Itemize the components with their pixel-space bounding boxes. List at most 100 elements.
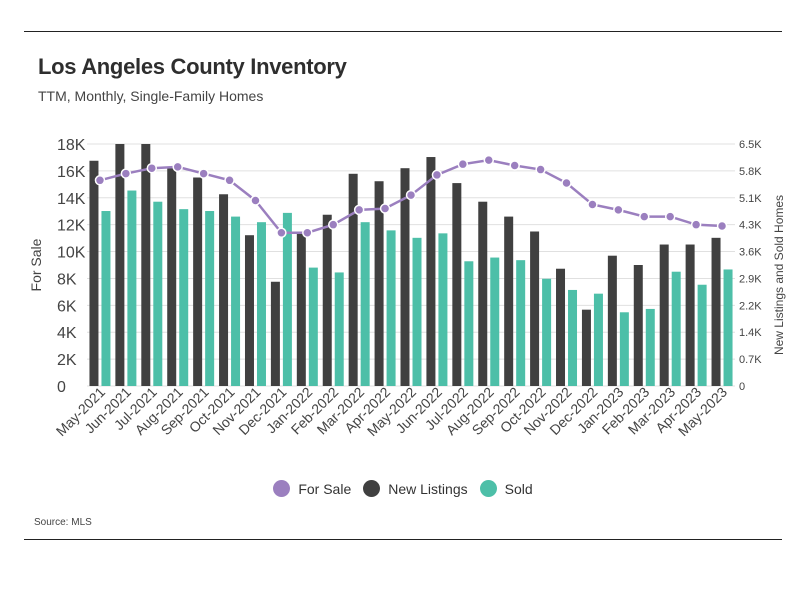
for-sale-point	[690, 219, 702, 230]
y2-tick-label: 6.5K	[739, 139, 762, 151]
sold-bar	[464, 261, 474, 386]
y2-tick-label: 2.2K	[739, 300, 762, 312]
source-note: Source: MLS	[34, 517, 92, 528]
sold-bar	[542, 278, 552, 386]
new-listings-bar	[219, 194, 229, 386]
for-sale-point	[276, 227, 287, 238]
for-sale-swatch-icon	[273, 480, 291, 497]
new-listings-bar	[270, 281, 280, 386]
sold-bar	[205, 211, 215, 386]
sold-bar	[490, 257, 500, 386]
sold-bar	[671, 271, 681, 386]
legend: For Sale New Listings Sold	[0, 480, 806, 497]
y2-tick-label: 3.6K	[739, 247, 762, 259]
y2-tick-label: 4.3K	[739, 220, 762, 232]
new-listings-bar	[452, 183, 462, 386]
bottom-rule	[24, 539, 782, 540]
sold-bar	[256, 222, 266, 386]
new-listings-bar	[685, 244, 695, 386]
for-sale-point	[639, 211, 650, 222]
legend-item-new-listings[interactable]: New Listings	[363, 480, 468, 497]
new-listings-bar	[711, 237, 721, 386]
sold-bar	[619, 312, 629, 386]
sold-bar	[697, 284, 707, 386]
for-sale-point	[198, 168, 209, 179]
y-tick-label: 16K	[57, 164, 86, 181]
new-listings-bar	[633, 265, 643, 386]
for-sale-point	[431, 169, 443, 181]
legend-label-for-sale: For Sale	[298, 480, 352, 497]
chart-subtitle: TTM, Monthly, Single-Family Homes	[38, 88, 264, 104]
sold-bar	[308, 267, 318, 386]
new-listings-bar	[141, 144, 151, 386]
new-listings-bar	[115, 144, 125, 386]
sold-bar	[101, 211, 111, 386]
legend-item-for-sale[interactable]: For Sale	[273, 480, 351, 497]
for-sale-point	[94, 175, 106, 186]
sold-bar	[516, 260, 526, 386]
for-sale-point	[146, 162, 158, 174]
new-listings-bar	[659, 244, 669, 386]
new-listings-bar	[167, 168, 177, 386]
sold-bar	[127, 190, 137, 386]
for-sale-point	[716, 220, 728, 232]
for-sale-point	[302, 227, 313, 238]
new-listings-bar	[322, 214, 332, 386]
legend-label-sold: Sold	[504, 480, 533, 497]
y-tick-label: 4K	[57, 325, 77, 342]
sold-bar	[231, 216, 241, 386]
for-sale-point	[327, 219, 339, 230]
legend-item-sold[interactable]: Sold	[479, 480, 533, 497]
y-tick-label: 12K	[57, 218, 86, 235]
y2-tick-label: 2.9K	[739, 273, 762, 285]
for-sale-point	[405, 189, 417, 201]
sold-bar	[645, 308, 655, 386]
new-listings-bar	[244, 235, 254, 386]
y2-axis-title: New Listings and Sold Homes	[772, 195, 786, 355]
new-listings-bar	[374, 181, 384, 386]
y-tick-label: 8K	[57, 271, 77, 288]
for-sale-point	[535, 164, 546, 175]
sold-bar	[334, 272, 344, 386]
sold-bar	[282, 212, 292, 386]
new-listings-swatch-icon	[363, 480, 381, 497]
sold-swatch-icon	[479, 480, 497, 497]
y2-tick-label: 0	[739, 381, 745, 393]
for-sale-point	[664, 211, 676, 222]
new-listings-bar	[530, 231, 540, 386]
new-listings-bar	[581, 309, 591, 386]
new-listings-bar	[607, 255, 617, 386]
new-listings-bar	[193, 177, 203, 386]
new-listings-bar	[426, 157, 436, 386]
sold-bar	[360, 222, 370, 386]
sold-bar	[438, 233, 448, 386]
sold-bar	[153, 201, 163, 386]
y-tick-label: 18K	[57, 137, 86, 154]
new-listings-bar	[348, 173, 358, 386]
new-listings-bar	[504, 216, 514, 386]
for-sale-point	[379, 203, 391, 214]
sold-bar	[412, 237, 422, 386]
for-sale-point	[353, 204, 365, 216]
chart-title: Los Angeles County Inventory	[38, 54, 347, 79]
y2-tick-label: 0.7K	[739, 354, 762, 366]
y-tick-label: 10K	[57, 245, 86, 262]
for-sale-point	[613, 204, 624, 216]
sold-bar	[723, 269, 733, 386]
y-tick-label: 6K	[57, 298, 77, 315]
y2-tick-label: 1.4K	[739, 327, 762, 339]
new-listings-bar	[478, 201, 488, 386]
sold-bar	[179, 209, 189, 386]
new-listings-bar	[400, 168, 410, 386]
y-tick-label: 14K	[57, 191, 86, 208]
y-axis-title: For Sale	[28, 238, 44, 291]
top-rule	[24, 31, 782, 32]
y-tick-label: 0	[57, 379, 66, 396]
y-tick-label: 2K	[57, 352, 77, 369]
y2-tick-label: 5.1K	[739, 193, 762, 205]
for-sale-point	[172, 161, 183, 173]
sold-bar	[593, 293, 603, 386]
for-sale-point	[587, 199, 598, 210]
for-sale-point	[457, 158, 469, 170]
sold-bar	[386, 230, 396, 386]
